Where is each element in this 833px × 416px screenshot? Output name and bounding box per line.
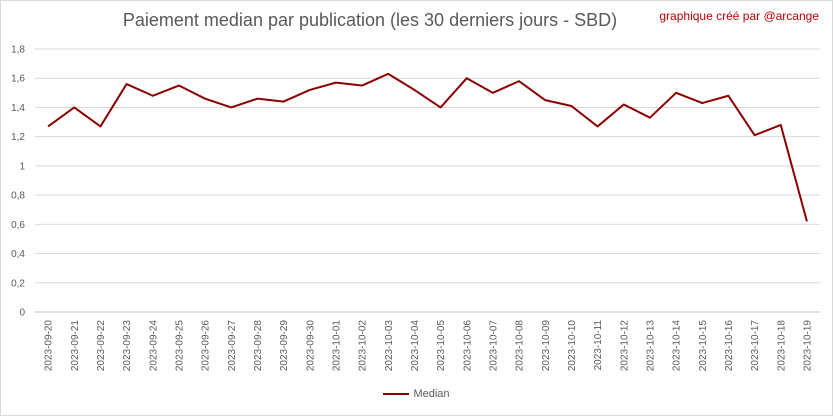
x-tick-label: 2023-09-23 (122, 320, 133, 372)
y-tick-label: 0,4 (11, 249, 25, 260)
data-point (203, 97, 207, 101)
y-tick-label: 1,8 (11, 45, 25, 56)
chart-title: Paiement median par publication (les 30 … (122, 10, 618, 30)
data-point (517, 79, 521, 83)
data-point (360, 84, 364, 88)
chart-credit: graphique créé par @arcange (659, 9, 819, 23)
data-point (412, 88, 416, 92)
x-tick-label: 2023-10-14 (672, 320, 683, 372)
x-tick-label: 2023-10-05 (436, 320, 447, 372)
y-tick-label: 1,6 (11, 74, 25, 85)
x-tick-label: 2023-10-19 (802, 320, 813, 372)
y-tick-label: 0,6 (11, 220, 25, 231)
x-tick-label: 2023-09-28 (253, 320, 264, 372)
series-median (46, 72, 809, 223)
x-tick-label: 2023-09-25 (174, 320, 185, 372)
data-point (674, 91, 678, 95)
data-point (98, 124, 102, 128)
data-point (569, 104, 573, 108)
x-tick-label: 2023-10-11 (593, 320, 604, 371)
y-tick-label: 0,2 (11, 278, 25, 289)
x-tick-label: 2023-10-18 (776, 320, 787, 372)
x-tick-label: 2023-09-20 (44, 320, 55, 372)
data-point (255, 97, 259, 101)
data-point (125, 82, 129, 86)
legend: Median (0, 388, 833, 400)
x-tick-label: 2023-10-03 (384, 320, 395, 372)
data-point (805, 219, 809, 223)
x-axis-ticks: 2023-09-20 2023-09-21 2023-09-22 2023-09-23… (44, 320, 814, 372)
x-tick-label: 2023-10-01 (331, 320, 342, 372)
data-point (648, 116, 652, 120)
x-tick-label: 2023-09-30 (305, 320, 316, 372)
legend-swatch-median (383, 393, 410, 396)
data-point (282, 100, 286, 104)
x-tick-label: 2023-09-21 (70, 320, 81, 372)
x-tick-label: 2023-09-27 (227, 320, 238, 372)
data-point (229, 105, 233, 109)
y-tick-label: 1,2 (11, 132, 25, 143)
data-point (46, 124, 50, 128)
y-axis-ticks: 0 0,2 0,4 0,6 0,8 1 1,2 1,4 1,6 1,8 (11, 45, 25, 319)
x-tick-label: 2023-10-15 (698, 320, 709, 372)
x-tick-label: 2023-10-02 (358, 320, 369, 372)
data-point (596, 124, 600, 128)
series-line-median (47, 72, 808, 222)
data-point (465, 76, 469, 80)
data-point (700, 101, 704, 105)
x-tick-label: 2023-10-06 (462, 320, 473, 372)
y-tick-label: 1 (19, 161, 25, 172)
data-point (543, 98, 547, 102)
y-tick-label: 0,8 (11, 191, 25, 202)
gridlines (35, 48, 820, 313)
x-tick-label: 2023-10-07 (488, 320, 499, 372)
x-tick-label: 2023-09-26 (201, 320, 212, 372)
data-point (779, 123, 783, 127)
data-point (753, 133, 757, 137)
data-point (622, 103, 626, 107)
y-tick-label: 0 (19, 308, 25, 319)
x-tick-label: 2023-10-10 (567, 320, 578, 372)
data-point (334, 81, 338, 85)
x-tick-label: 2023-09-22 (96, 320, 107, 372)
data-point (308, 88, 312, 92)
data-point (386, 72, 390, 76)
x-tick-label: 2023-10-16 (724, 320, 735, 372)
y-tick-label: 1,4 (11, 103, 25, 114)
legend-label-median: Median (413, 388, 450, 400)
x-tick-label: 2023-10-08 (515, 320, 526, 372)
data-point (72, 105, 76, 109)
x-tick-label: 2023-10-13 (645, 320, 656, 372)
data-point (151, 94, 155, 98)
data-point (491, 91, 495, 95)
x-tick-label: 2023-09-24 (148, 320, 159, 372)
x-tick-label: 2023-10-04 (410, 320, 421, 372)
data-point (177, 84, 181, 88)
x-tick-label: 2023-10-17 (750, 320, 761, 372)
x-tick-label: 2023-09-29 (279, 320, 290, 372)
x-tick-label: 2023-10-09 (541, 320, 552, 372)
data-point (726, 94, 730, 98)
x-tick-label: 2023-10-12 (619, 320, 630, 372)
data-point (439, 105, 443, 109)
